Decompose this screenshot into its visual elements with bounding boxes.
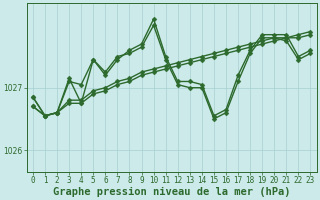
X-axis label: Graphe pression niveau de la mer (hPa): Graphe pression niveau de la mer (hPa) xyxy=(53,186,291,197)
